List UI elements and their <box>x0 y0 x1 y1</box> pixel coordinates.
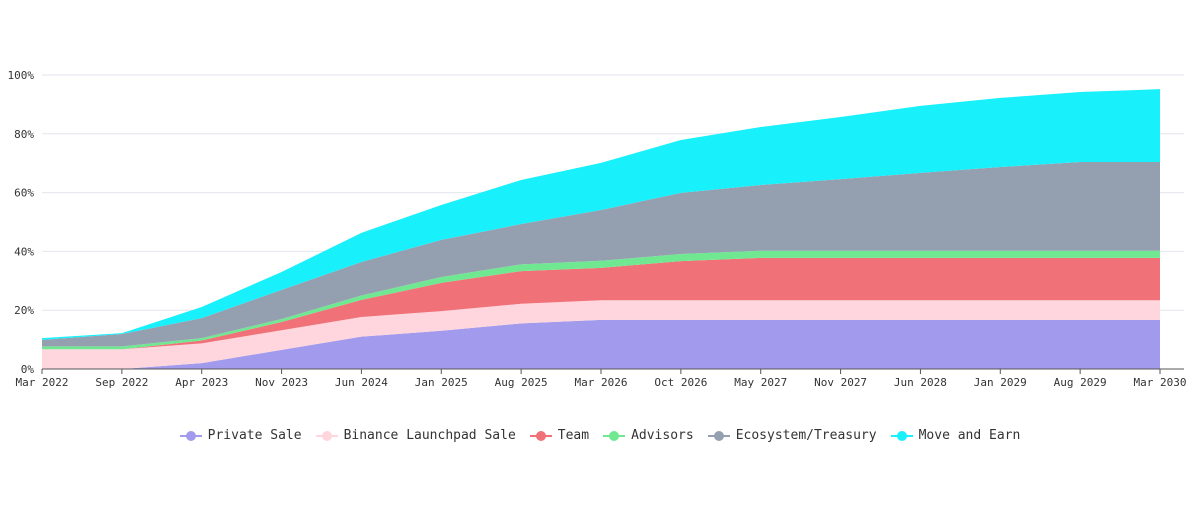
x-tick-label: Aug 2029 <box>1054 376 1107 389</box>
legend-item[interactable]: Team <box>529 428 590 443</box>
x-tick-label: Nov 2023 <box>255 376 308 389</box>
x-tick-label: Sep 2022 <box>95 376 148 389</box>
x-tick-label: Aug 2025 <box>495 376 548 389</box>
legend-icon <box>603 430 626 441</box>
x-tick-label: Mar 2022 <box>16 376 69 389</box>
x-tick-label: May 2027 <box>734 376 787 389</box>
area <box>42 89 1160 340</box>
area <box>42 257 1160 350</box>
legend-icon <box>529 430 552 441</box>
legend-label: Move and Earn <box>918 428 1021 443</box>
legend-item[interactable]: Advisors <box>603 428 694 443</box>
y-tick-label: 40% <box>14 245 34 258</box>
area <box>42 300 1160 369</box>
legend-icon <box>707 430 730 441</box>
y-tick-label: 100% <box>8 69 35 82</box>
legend-label: Private Sale <box>207 428 302 443</box>
legend: Private Sale Binance Launchpad Sale Team Ad… <box>0 428 1200 443</box>
legend-label: Advisors <box>631 428 694 443</box>
legend-item[interactable]: Private Sale <box>179 428 302 443</box>
x-tick-label: Oct 2026 <box>654 376 707 389</box>
legend-dot <box>609 430 620 441</box>
legend-item[interactable]: Binance Launchpad Sale <box>315 428 516 443</box>
y-tick-label: 0% <box>21 363 35 376</box>
x-tick-label: Jun 2024 <box>335 376 388 389</box>
legend-dot <box>535 430 546 441</box>
x-tick-label: Mar 2026 <box>575 376 628 389</box>
legend-dot <box>185 430 196 441</box>
area <box>42 319 1160 369</box>
legend-icon <box>179 430 202 441</box>
x-tick-label: Apr 2023 <box>175 376 228 389</box>
legend-label: Team <box>557 428 590 443</box>
y-tick-label: 80% <box>14 128 34 141</box>
legend-item[interactable]: Move and Earn <box>890 428 1021 443</box>
chart: 0% 20% 40% 60% 80% 100% Mar 2022 Sep 2022 Apr 20… <box>8 69 1187 389</box>
x-tick-label: Jun 2028 <box>894 376 947 389</box>
legend-label: Ecosystem/Treasury <box>735 428 877 443</box>
y-tick-label: 20% <box>14 304 34 317</box>
legend-label: Binance Launchpad Sale <box>343 428 516 443</box>
y-tick-label: 60% <box>14 187 34 200</box>
legend-dot <box>713 430 724 441</box>
legend-icon <box>315 430 338 441</box>
legend-dot <box>321 430 332 441</box>
x-tick-label: Nov 2027 <box>814 376 867 389</box>
legend-item[interactable]: Ecosystem/Treasury <box>707 428 877 443</box>
x-tick-label: Mar 2030 <box>1134 376 1187 389</box>
x-tick-label: Jan 2029 <box>974 376 1027 389</box>
x-tick-label: Jan 2025 <box>415 376 468 389</box>
legend-dot <box>896 430 907 441</box>
legend-icon <box>890 430 913 441</box>
area <box>42 162 1160 347</box>
